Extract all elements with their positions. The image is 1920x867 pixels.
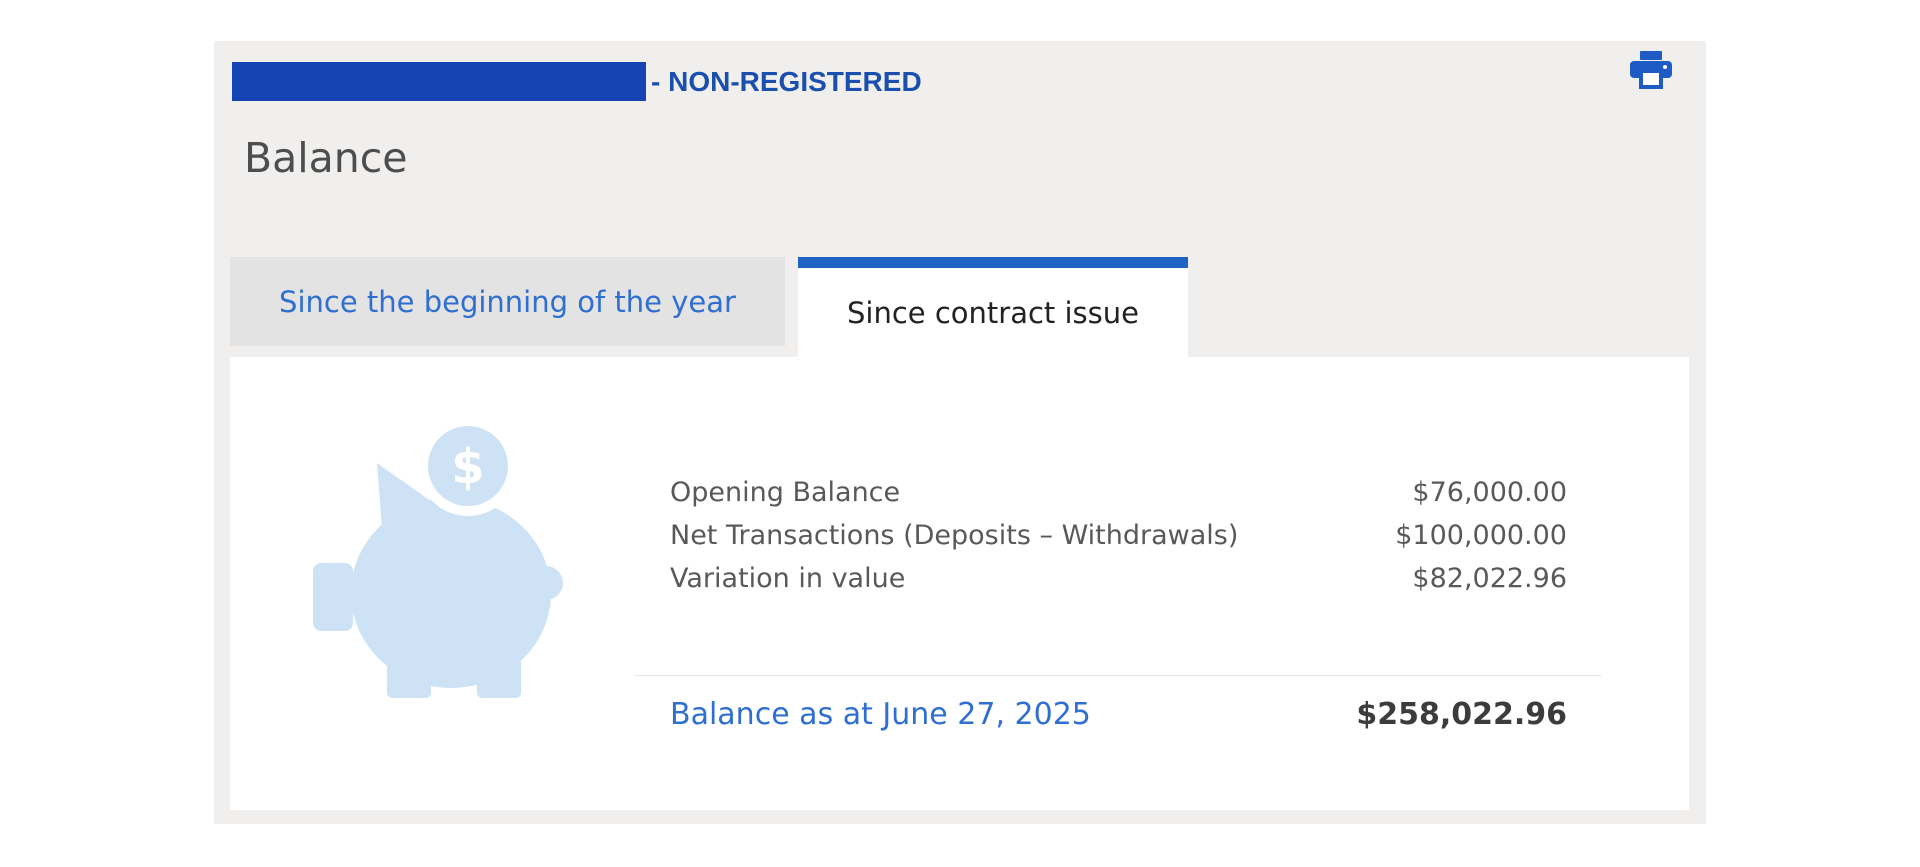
total-balance-row: Balance as at June 27, 2025 $258,022.96 <box>670 697 1567 732</box>
opening-balance-row: Opening Balance $76,000.00 <box>670 477 1567 508</box>
total-balance-label: Balance as at June 27, 2025 <box>670 697 1091 732</box>
row-value: $82,022.96 <box>1412 563 1567 594</box>
piggy-bank-icon: $ <box>313 423 563 698</box>
row-value: $100,000.00 <box>1395 520 1567 551</box>
balance-content: $ Opening Balance $76,000.00 Net Transac… <box>230 357 1689 810</box>
row-label: Opening Balance <box>670 477 901 508</box>
balance-panel: - NON-REGISTERED Balance Since the begin… <box>214 41 1706 824</box>
variation-in-value-row: Variation in value $82,022.96 <box>670 563 1567 594</box>
tab-since-beginning-of-year[interactable]: Since the beginning of the year <box>230 257 785 346</box>
page-title: Balance <box>244 134 408 182</box>
row-label: Variation in value <box>670 563 906 594</box>
account-name-redacted <box>232 62 646 101</box>
divider <box>635 675 1601 676</box>
tab-since-contract-issue[interactable]: Since contract issue <box>798 257 1188 357</box>
total-balance-value: $258,022.96 <box>1356 697 1567 732</box>
row-value: $76,000.00 <box>1412 477 1567 508</box>
printer-icon[interactable] <box>1628 49 1674 91</box>
account-type-label: - NON-REGISTERED <box>651 66 922 97</box>
dollar-sign-icon: $ <box>451 439 484 495</box>
net-transactions-row: Net Transactions (Deposits – Withdrawals… <box>670 520 1567 551</box>
row-label: Net Transactions (Deposits – Withdrawals… <box>670 520 1239 551</box>
